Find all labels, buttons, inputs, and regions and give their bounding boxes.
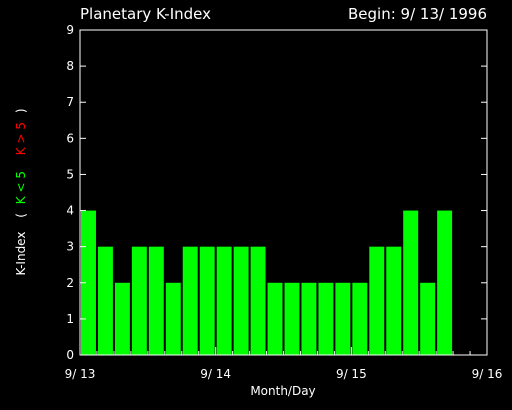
x-axis-ticks: 9/ 13 9/ 14 9/ 15 9/ 16	[65, 347, 503, 381]
bar	[199, 246, 215, 355]
bar	[284, 282, 300, 355]
y-tick-label: 4	[66, 204, 74, 218]
x-tick-label: 9/ 14	[200, 367, 231, 381]
bar	[301, 282, 317, 355]
bar	[420, 282, 436, 355]
bar	[148, 246, 164, 355]
bar	[403, 210, 419, 355]
bar	[386, 246, 402, 355]
bar	[250, 246, 266, 355]
y-axis-label: K-Index ( K < 5 K > 5 )	[14, 108, 28, 275]
bar	[267, 282, 283, 355]
y-tick-label: 3	[66, 240, 74, 254]
y-axis-label-red: K > 5	[14, 122, 28, 155]
y-axis-label-main: K-Index	[14, 232, 28, 276]
y-tick-label: 7	[66, 95, 74, 109]
bar	[114, 282, 130, 355]
y-axis-label-green: K < 5	[14, 171, 28, 204]
y-tick-label: 1	[66, 312, 74, 326]
x-tick-label: 9/ 16	[472, 367, 503, 381]
y-tick-label: 6	[66, 131, 74, 145]
y-axis-label-close: )	[14, 108, 28, 113]
x-axis-label: Month/Day	[250, 384, 315, 398]
bar	[182, 246, 198, 355]
y-tick-label: 5	[66, 167, 74, 181]
y-tick-label: 9	[66, 23, 74, 37]
y-tick-label: 2	[66, 276, 74, 290]
bar	[369, 246, 385, 355]
y-axis-label-open: (	[14, 213, 28, 218]
bar	[437, 210, 453, 355]
bar	[233, 246, 249, 355]
x-tick-label: 9/ 13	[65, 367, 96, 381]
bar	[335, 282, 351, 355]
bar	[352, 282, 368, 355]
bar	[165, 282, 181, 355]
x-tick-label: 9/ 15	[336, 367, 367, 381]
y-tick-label: 8	[66, 59, 74, 73]
bar	[131, 246, 147, 355]
y-tick-label: 0	[66, 348, 74, 362]
bar	[216, 246, 232, 355]
bars-group	[81, 210, 453, 355]
bar	[318, 282, 334, 355]
chart-title: Planetary K-Index	[80, 5, 211, 23]
chart-subtitle: Begin: 9/ 13/ 1996	[348, 5, 487, 23]
y-axis-ticks: 0 1 2 3 4 5 6 7 8 9	[66, 23, 487, 362]
bar	[97, 246, 113, 355]
